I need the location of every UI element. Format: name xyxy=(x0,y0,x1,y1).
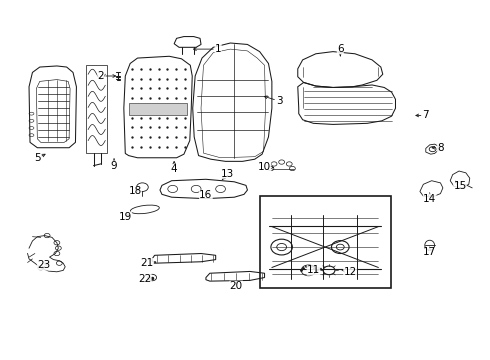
Text: 9: 9 xyxy=(111,159,118,171)
Text: 4: 4 xyxy=(171,162,177,174)
Text: 23: 23 xyxy=(37,260,50,270)
Text: 7: 7 xyxy=(416,111,429,121)
Text: 3: 3 xyxy=(264,96,283,106)
Text: 22: 22 xyxy=(138,274,153,284)
Text: 17: 17 xyxy=(423,247,436,257)
Text: 1: 1 xyxy=(194,44,221,54)
Text: 12: 12 xyxy=(342,267,357,277)
Text: 16: 16 xyxy=(199,190,213,200)
Text: 18: 18 xyxy=(128,186,142,197)
Text: 6: 6 xyxy=(337,44,343,56)
Text: 19: 19 xyxy=(119,212,132,221)
Text: 11: 11 xyxy=(307,265,321,275)
Polygon shape xyxy=(129,103,187,116)
Text: 13: 13 xyxy=(221,168,235,180)
Text: 5: 5 xyxy=(34,153,45,163)
Text: 20: 20 xyxy=(230,280,243,291)
Text: 21: 21 xyxy=(141,258,156,268)
Text: 10: 10 xyxy=(258,162,273,172)
Text: 2: 2 xyxy=(98,71,116,81)
Text: 8: 8 xyxy=(432,143,444,153)
Text: 14: 14 xyxy=(423,193,436,204)
Text: 15: 15 xyxy=(453,181,466,192)
